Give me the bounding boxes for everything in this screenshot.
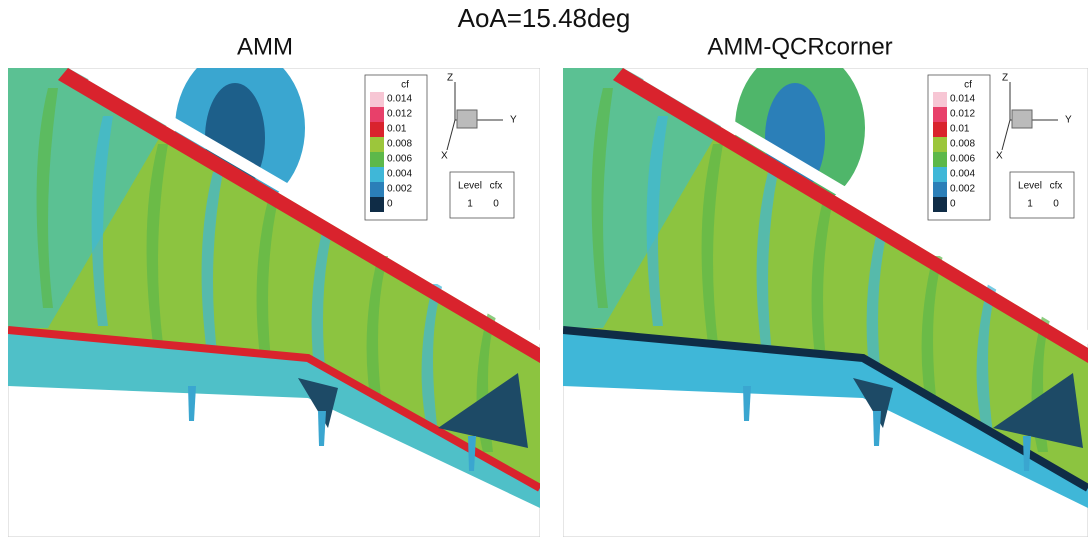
- legend-level: 0.014: [950, 94, 975, 105]
- legend-swatch: [933, 107, 947, 122]
- legend-title: cf: [401, 80, 409, 91]
- figure: AoA=15.48deg AMM cf 0.014 0.012 0.01 0.008 0.0…: [0, 0, 1088, 537]
- legend-swatch: [933, 122, 947, 137]
- legend-swatch: [370, 182, 384, 197]
- legend-level: 0.008: [950, 139, 975, 150]
- level-cell: 1: [1027, 199, 1033, 210]
- triad-body: [1012, 110, 1032, 128]
- legend-level: 0.002: [950, 184, 975, 195]
- level-box: [450, 172, 514, 218]
- triad-label-x: X: [441, 151, 448, 162]
- level-box: [1010, 172, 1074, 218]
- triad-label-y: Y: [1065, 115, 1072, 126]
- panel-title: AMM: [237, 33, 293, 60]
- legend-swatch: [933, 182, 947, 197]
- legend-swatch: [370, 122, 384, 137]
- legend-level: 0.012: [950, 109, 975, 120]
- legend-level: 0.01: [387, 124, 407, 135]
- legend-level: 0.014: [387, 94, 412, 105]
- figure-title: AoA=15.48deg: [458, 3, 631, 33]
- legend-level: 0.01: [950, 124, 970, 135]
- legend-swatch: [370, 137, 384, 152]
- legend-swatch: [370, 152, 384, 167]
- legend-level: 0.006: [950, 154, 975, 165]
- legend-swatch: [933, 137, 947, 152]
- level-header: Level: [458, 181, 482, 192]
- legend-swatch: [370, 92, 384, 107]
- level-cell: 0: [493, 199, 499, 210]
- legend-level: 0.006: [387, 154, 412, 165]
- triad-label-z: Z: [1002, 73, 1008, 84]
- legend-level: 0.012: [387, 109, 412, 120]
- level-header: cfx: [1050, 181, 1063, 192]
- legend-swatch: [933, 197, 947, 212]
- triad-label-y: Y: [510, 115, 517, 126]
- legend-swatch: [370, 167, 384, 182]
- triad-label-z: Z: [447, 73, 453, 84]
- legend-level: 0.008: [387, 139, 412, 150]
- level-cell: 0: [1053, 199, 1059, 210]
- legend-level: 0.004: [387, 169, 412, 180]
- legend-swatch: [933, 92, 947, 107]
- level-cell: 1: [467, 199, 473, 210]
- level-header: Level: [1018, 181, 1042, 192]
- legend-title: cf: [964, 80, 972, 91]
- legend-level: 0.004: [950, 169, 975, 180]
- legend-swatch: [933, 167, 947, 182]
- legend-level: 0: [387, 199, 393, 210]
- legend-swatch: [370, 107, 384, 122]
- triad-body: [457, 110, 477, 128]
- legend-level: 0.002: [387, 184, 412, 195]
- legend-level: 0: [950, 199, 956, 210]
- panel-title: AMM-QCRcorner: [707, 33, 892, 60]
- level-header: cfx: [490, 181, 503, 192]
- legend-swatch: [933, 152, 947, 167]
- legend-swatch: [370, 197, 384, 212]
- triad-label-x: X: [996, 151, 1003, 162]
